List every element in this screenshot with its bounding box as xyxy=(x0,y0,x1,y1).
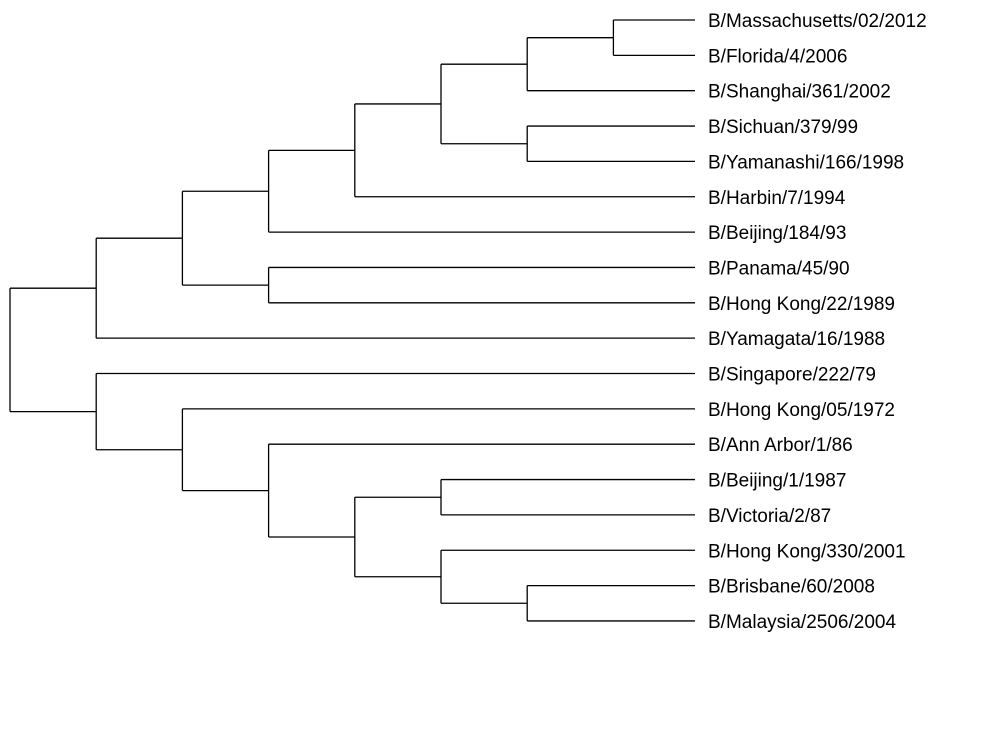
taxon-label: B/Malaysia/2506/2004 xyxy=(708,612,896,633)
taxon-label: B/Hong Kong/22/1989 xyxy=(708,294,895,315)
tree-branches xyxy=(9,19,695,622)
taxon-label: B/Ann Arbor/1/86 xyxy=(708,435,853,456)
taxon-label: B/Victoria/2/87 xyxy=(708,506,831,527)
taxon-label: B/Singapore/222/79 xyxy=(708,365,876,386)
taxon-label: B/Sichuan/379/99 xyxy=(708,117,858,138)
taxon-label: B/Panama/45/90 xyxy=(708,258,850,279)
taxon-label: B/Harbin/7/1994 xyxy=(708,188,846,209)
taxon-label: B/Florida/4/2006 xyxy=(708,46,847,67)
taxon-label: B/Beijing/184/93 xyxy=(708,223,846,244)
taxon-label: B/Hong Kong/330/2001 xyxy=(708,541,906,562)
taxon-label: B/Yamanashi/166/1998 xyxy=(708,152,904,173)
taxon-label: B/Beijing/1/1987 xyxy=(708,471,846,492)
taxon-label: B/Yamagata/16/1988 xyxy=(708,329,885,350)
taxon-label: B/Hong Kong/05/1972 xyxy=(708,400,895,421)
taxon-label: B/Shanghai/361/2002 xyxy=(708,82,891,103)
taxon-labels: B/Massachusetts/02/2012 B/Florida/4/2006 B… xyxy=(708,11,927,633)
taxon-label: B/Massachusetts/02/2012 xyxy=(708,11,927,32)
taxon-label: B/Brisbane/60/2008 xyxy=(708,577,875,598)
